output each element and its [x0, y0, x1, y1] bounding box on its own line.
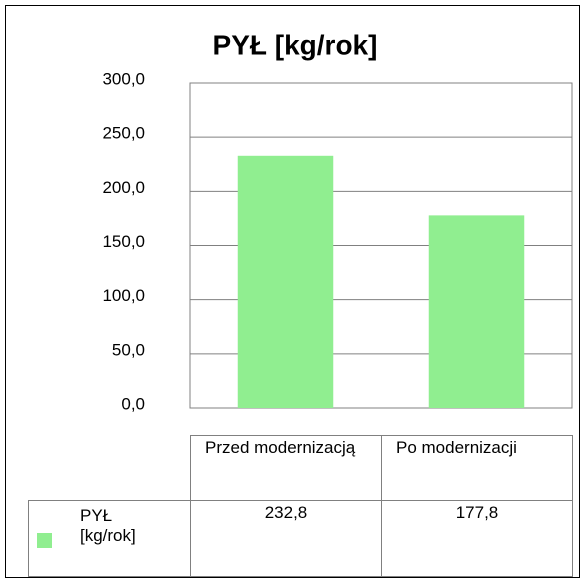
value-cell: 232,8	[190, 500, 382, 577]
y-tick-label: 250,0	[102, 124, 145, 143]
y-tick-label: 300,0	[102, 69, 145, 88]
value-cell: 177,8	[381, 500, 573, 577]
legend-cell	[28, 500, 191, 577]
y-tick-label: 0,0	[121, 394, 145, 413]
bar	[237, 155, 334, 408]
y-tick-label: 50,0	[112, 340, 145, 359]
bar	[428, 215, 525, 408]
chart-title: PYŁ [kg/rok]	[213, 29, 378, 60]
category-header: Po modernizacji	[381, 435, 573, 501]
y-tick-label: 100,0	[102, 286, 145, 305]
y-tick-label: 150,0	[102, 232, 145, 251]
legend-key	[37, 533, 52, 548]
legend-label: PYŁ [kg/rok]	[80, 506, 136, 545]
y-tick-label: 200,0	[102, 178, 145, 197]
category-header: Przed modernizacją	[190, 435, 382, 501]
